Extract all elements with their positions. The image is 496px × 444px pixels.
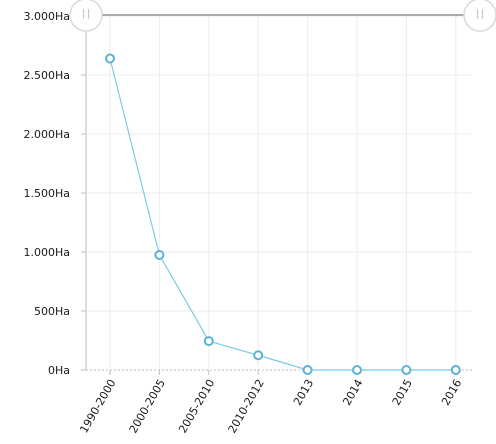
series-area-ha xyxy=(105,53,461,375)
x-axis-labels: 1990-2000 2000-2005 2005-2010 2010-2012 2013… xyxy=(77,377,464,435)
data-point[interactable] xyxy=(352,365,362,375)
data-point[interactable] xyxy=(450,365,461,375)
y-tick-label: 2.500Ha xyxy=(23,69,70,82)
data-point[interactable] xyxy=(401,365,412,375)
scrollbar-start-grip[interactable] xyxy=(69,0,103,32)
data-point[interactable] xyxy=(302,365,313,375)
y-tick-label: 2.000Ha xyxy=(23,128,70,141)
x-tick-label: 2015 xyxy=(390,377,415,408)
grip-circle[interactable] xyxy=(69,0,103,32)
x-tick-label: 2000-2005 xyxy=(127,377,168,435)
y-tick-label: 500Ha xyxy=(34,305,70,318)
data-point[interactable] xyxy=(105,53,115,64)
x-tick-label: 2016 xyxy=(439,377,464,408)
x-tick-label: 2010-2012 xyxy=(226,377,267,435)
y-tick-label: 0Ha xyxy=(48,364,70,377)
y-tick-label: 1.500Ha xyxy=(23,187,70,200)
range-scrollbar[interactable] xyxy=(69,0,496,32)
x-tick-label: 2013 xyxy=(291,377,316,408)
scrollbar-end-grip[interactable] xyxy=(463,0,496,32)
grip-circle[interactable] xyxy=(463,0,496,32)
series-line xyxy=(109,58,456,371)
y-tick-label: 3.000Ha xyxy=(23,10,70,23)
data-point[interactable] xyxy=(203,336,214,347)
y-tick-label: 1.000Ha xyxy=(23,246,70,259)
x-tick-label: 2014 xyxy=(340,377,365,408)
x-tick-label: 2005-2010 xyxy=(176,377,217,435)
data-point[interactable] xyxy=(253,350,264,361)
data-point[interactable] xyxy=(154,249,165,260)
axes xyxy=(81,15,472,375)
x-tick-label: 1990-2000 xyxy=(77,377,118,435)
y-axis-labels: 0Ha 500Ha 1.000Ha 1.500Ha 2.000Ha 2.500Ha 3.00… xyxy=(23,10,70,377)
